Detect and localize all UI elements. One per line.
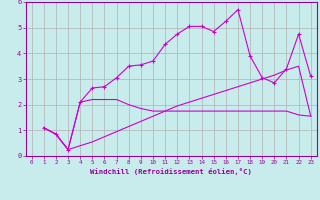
X-axis label: Windchill (Refroidissement éolien,°C): Windchill (Refroidissement éolien,°C) (90, 168, 252, 175)
